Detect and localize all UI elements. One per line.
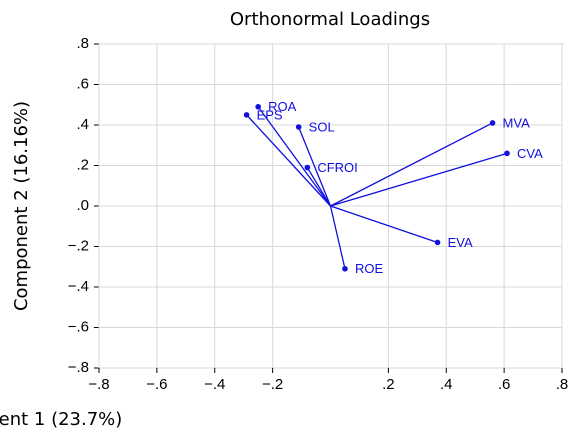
point (342, 265, 348, 272)
loading-vector (329, 205, 346, 269)
y-tick-label: −.2 (68, 237, 89, 254)
x-tick-label: −.4 (204, 376, 225, 393)
loading-vector (330, 152, 508, 207)
x-tick-label: −.8 (88, 376, 109, 393)
loading-vector (246, 114, 331, 207)
y-tick-label: .8 (76, 35, 89, 52)
loading-vector (330, 122, 493, 207)
loading-vector (298, 126, 332, 207)
y-tick-label: −.4 (68, 278, 89, 295)
point-label: SOL (309, 119, 335, 134)
point (304, 164, 311, 171)
y-tick-label: .4 (76, 116, 89, 133)
point (504, 150, 510, 157)
point-label: ROE (355, 261, 384, 276)
loading-vector (257, 106, 332, 207)
chart-title: Orthonormal Loadings (230, 9, 430, 30)
y-tick-label: .6 (76, 75, 89, 92)
x-axis-label: Component 1 (23.7%) (0, 409, 122, 430)
x-tick-label: .6 (498, 376, 511, 393)
y-tick-label: .2 (76, 156, 89, 173)
y-tick-label: −.6 (68, 318, 89, 335)
point-label: CFROI (317, 160, 357, 175)
point (434, 239, 441, 246)
x-tick-label: .4 (440, 376, 453, 393)
y-tick-label: −.8 (68, 359, 89, 376)
loading-vector (330, 205, 438, 244)
point-label: MVA (503, 115, 531, 130)
point (489, 120, 496, 126)
x-tick-label: −.6 (146, 376, 167, 393)
point (255, 103, 261, 110)
x-tick-label: −.2 (262, 376, 283, 393)
y-axis-label: Component 2 (16.16%) (11, 101, 32, 311)
point-label: EVA (448, 235, 473, 250)
x-tick-label: .2 (382, 376, 395, 393)
loading-vector (306, 167, 332, 207)
point (295, 124, 302, 130)
point (243, 112, 250, 118)
point-label: CVA (517, 146, 543, 161)
x-tick-label: .8 (556, 376, 569, 393)
point-label: ROA (268, 99, 297, 114)
point-label: EPS (257, 107, 283, 122)
y-tick-label: .0 (76, 197, 89, 214)
